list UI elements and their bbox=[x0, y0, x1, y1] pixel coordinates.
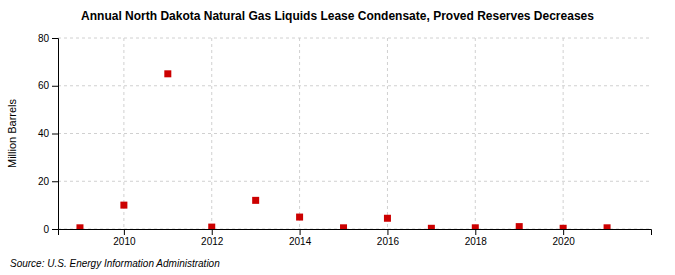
tick-label: 2016 bbox=[377, 236, 400, 247]
tick-mark bbox=[52, 181, 58, 182]
grid-line bbox=[58, 38, 651, 39]
point bbox=[472, 224, 479, 229]
tick-label: 2010 bbox=[113, 236, 136, 247]
point bbox=[76, 224, 83, 229]
tick: 2012 bbox=[201, 229, 224, 247]
tick-label: 80 bbox=[38, 33, 50, 44]
grid-line bbox=[58, 133, 651, 134]
tick: 2018 bbox=[465, 229, 488, 247]
annotation: Source: U.S. Energy Information Administ… bbox=[10, 258, 220, 269]
tick-label: 2014 bbox=[289, 236, 312, 247]
tick: 80 bbox=[38, 33, 58, 44]
tick: 2010 bbox=[113, 229, 136, 247]
title: Annual North Dakota Natural Gas Liquids … bbox=[81, 9, 594, 23]
point bbox=[340, 224, 347, 229]
tick-mark bbox=[52, 38, 58, 39]
tick-label: 0 bbox=[43, 224, 49, 235]
tick: 2020 bbox=[553, 229, 576, 247]
grid-line bbox=[387, 38, 388, 229]
tick-mark bbox=[52, 86, 58, 87]
point bbox=[120, 202, 127, 209]
point bbox=[428, 225, 435, 229]
tick-label: 2012 bbox=[201, 236, 224, 247]
grid-line bbox=[58, 85, 651, 86]
tick-label: 2020 bbox=[553, 236, 576, 247]
axis-line bbox=[59, 230, 652, 236]
tick-mark bbox=[475, 229, 476, 235]
y-axis: 0 20 40 60 80 bbox=[38, 33, 59, 235]
plot: 2010 2012 2014 2016 2018 2020 0 20 40 60 80 bbox=[38, 33, 652, 247]
tick-label: 60 bbox=[38, 80, 50, 91]
tick-label: 20 bbox=[38, 176, 50, 187]
point bbox=[516, 223, 523, 229]
axis-line bbox=[52, 39, 59, 230]
tick-label: 2018 bbox=[465, 236, 488, 247]
tick-mark bbox=[124, 229, 125, 235]
point bbox=[384, 215, 391, 222]
tick: 40 bbox=[38, 128, 58, 139]
tick: 2016 bbox=[377, 229, 400, 247]
tick-mark bbox=[300, 229, 301, 235]
point bbox=[296, 214, 303, 221]
tick-mark bbox=[212, 229, 213, 235]
tick: 2014 bbox=[289, 229, 312, 247]
point bbox=[604, 224, 611, 229]
points bbox=[76, 70, 610, 229]
grid bbox=[58, 38, 651, 229]
chart: 2010 2012 2014 2016 2018 2020 0 20 40 60 80 Annual … bbox=[0, 0, 675, 275]
tick: 0 bbox=[43, 224, 58, 235]
y-axis-title: Million Barrels bbox=[6, 98, 18, 168]
tick-mark bbox=[563, 229, 564, 235]
tick-mark bbox=[52, 229, 58, 230]
tick-label: 40 bbox=[38, 128, 50, 139]
point bbox=[164, 70, 171, 77]
point bbox=[560, 225, 567, 229]
point bbox=[252, 197, 259, 204]
tick: 20 bbox=[38, 176, 58, 187]
grid-line bbox=[58, 181, 651, 182]
grid-line bbox=[211, 38, 212, 229]
x-axis: 2010 2012 2014 2016 2018 2020 bbox=[59, 229, 652, 247]
tick-mark bbox=[52, 134, 58, 135]
tick-mark bbox=[387, 229, 388, 235]
tick: 60 bbox=[38, 80, 58, 91]
point bbox=[208, 224, 215, 229]
